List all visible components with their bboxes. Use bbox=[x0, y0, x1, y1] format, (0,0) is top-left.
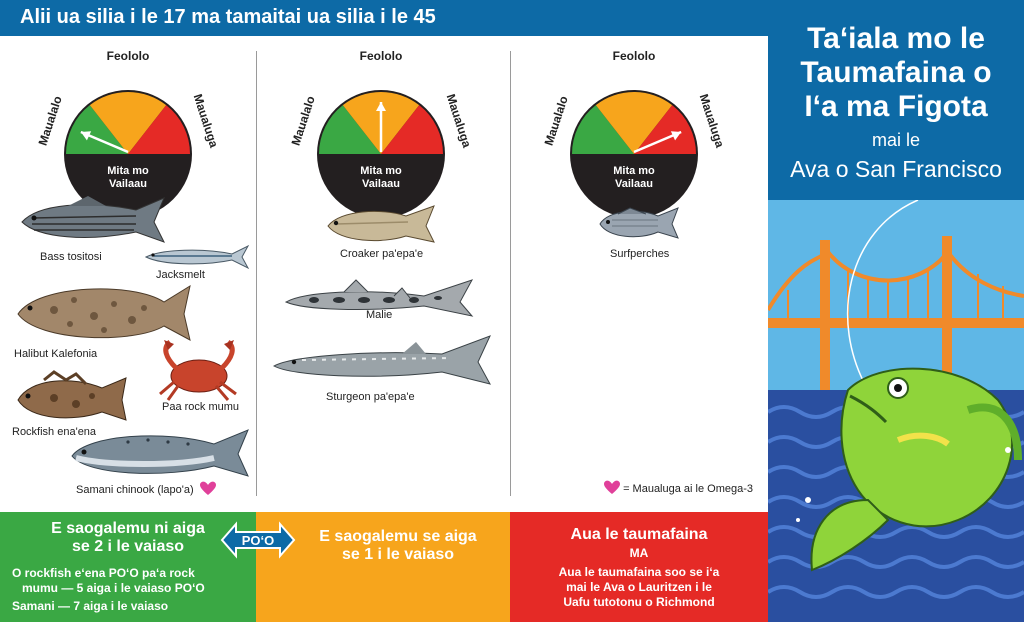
fish-label: Sturgeon pa'epa'e bbox=[326, 391, 415, 403]
gauge-label-high: Maualuga bbox=[191, 92, 222, 149]
gauge-label-high: Maualuga bbox=[444, 92, 475, 149]
or-label: PO‘O bbox=[242, 533, 275, 548]
panel-subtitle-small: mai le bbox=[871, 130, 920, 150]
gauge-zone-medium bbox=[595, 92, 673, 154]
omega-3-heart-icon bbox=[604, 480, 620, 494]
jacksmelt-image bbox=[144, 244, 250, 270]
panel-title-line: I‘a ma Figota bbox=[804, 90, 988, 123]
panel-title-line: Ta‘iala mo le bbox=[807, 22, 985, 55]
panel-subtitle: Ava o San Francisco bbox=[790, 156, 1002, 182]
gauge-zone-high bbox=[381, 105, 443, 154]
california-halibut-image bbox=[17, 284, 191, 341]
gauge-zone-high bbox=[128, 105, 190, 154]
omega-3-legend-text: = Maualuga ai le Omega-3 bbox=[623, 483, 753, 495]
gauge-label-medium: Feololo bbox=[360, 49, 403, 63]
column-divider bbox=[256, 51, 257, 496]
omega-3-heart-icon bbox=[200, 481, 216, 495]
advice-note: Aua le taumafaina soo se i‘a mai le Ava … bbox=[558, 565, 720, 609]
gauge-zone-high bbox=[634, 105, 696, 154]
gauge-zone-low bbox=[319, 105, 381, 154]
fish-chart-area: Mita mo Vailaau Feololo Maualalo Maualuga Mi… bbox=[0, 36, 768, 512]
gauge-label-low: Maualalo bbox=[36, 94, 65, 147]
white-sturgeon-image bbox=[272, 335, 491, 385]
fish-label: Paa rock mumu bbox=[162, 401, 240, 413]
fish-label: Halibut Kalefonia bbox=[14, 348, 98, 360]
gauge-center-label: Vailaau bbox=[109, 178, 147, 190]
panel-title-line: Taumafaina o bbox=[800, 56, 992, 89]
gauge-needle-head bbox=[376, 102, 386, 111]
brown-rockfish-image bbox=[17, 370, 127, 421]
advice-band-do-not-eat: Aua le taumafaina MA Aua le taumafaina s… bbox=[510, 512, 768, 622]
omega-3-legend: = Maualuga ai le Omega-3 bbox=[604, 480, 753, 495]
advice-heading: Aua le taumafaina bbox=[570, 526, 708, 543]
fish-label: Malie bbox=[366, 309, 393, 321]
gauge-center-label: Vailaau bbox=[615, 178, 653, 190]
advice-note: O rockfish e‘ena PO‘O pa‘a rock mumu — 5… bbox=[12, 566, 205, 613]
red-rock-crab-image bbox=[159, 340, 237, 401]
gauge-center-label: Mita mo bbox=[613, 165, 655, 177]
advice-and: MA bbox=[629, 546, 649, 560]
column-divider bbox=[510, 51, 511, 496]
gauge-label-medium: Feololo bbox=[613, 49, 656, 63]
leopard-shark-image bbox=[284, 279, 474, 317]
audience-banner: Alii ua silia i le 17 ma tamaitai ua sil… bbox=[0, 0, 768, 36]
advice-heading: E saogalemu se aiga se 1 i le vaiaso bbox=[319, 528, 477, 563]
gauge-label-low: Maualalo bbox=[289, 94, 318, 147]
or-arrow-icon: PO‘O bbox=[220, 521, 296, 559]
gauge-zone-low bbox=[66, 105, 128, 154]
gauge-zone-medium bbox=[89, 92, 167, 154]
gauge-zone-low bbox=[572, 105, 634, 154]
fish-label: Jacksmelt bbox=[156, 269, 205, 281]
fish-label: Surfperches bbox=[610, 248, 670, 260]
audience-text: Alii ua silia i le 17 ma tamaitai ua sil… bbox=[20, 6, 436, 28]
advice-heading: E saogalemu ni aiga se 2 i le vaiaso bbox=[51, 520, 205, 555]
gauge-center-label: Mita mo bbox=[360, 165, 402, 177]
fish-label: Samani chinook (lapo'a) bbox=[76, 484, 194, 496]
advice-band-one-meal: E saogalemu se aiga se 1 i le vaiaso bbox=[256, 512, 510, 622]
gauge-label-low: Maualalo bbox=[542, 94, 571, 147]
gauge-center-label: Vailaau bbox=[362, 178, 400, 190]
gauge-needle-head bbox=[80, 131, 92, 141]
chinook-salmon-image bbox=[71, 429, 249, 477]
gauge-needle-head bbox=[670, 131, 682, 141]
bay-bridge-fish-illustration bbox=[768, 200, 1024, 622]
gauge-label-medium: Feololo bbox=[107, 49, 150, 63]
white-croaker-image bbox=[327, 205, 435, 243]
title-panel: Ta‘iala mo le Taumafaina o I‘a ma Figota… bbox=[768, 0, 1024, 622]
striped-bass-image bbox=[21, 196, 166, 243]
fish-label: Bass tositosi bbox=[40, 251, 102, 263]
fish-label: Croaker pa'epa'e bbox=[340, 248, 424, 260]
fish-label: Rockfish ena'ena bbox=[12, 426, 97, 438]
gauge-label-high: Maualuga bbox=[697, 92, 728, 149]
surfperch-image bbox=[599, 207, 679, 239]
advice-band-two-meals: E saogalemu ni aiga se 2 i le vaiaso O r… bbox=[0, 512, 256, 622]
gauge-center-label: Mita mo bbox=[107, 165, 149, 177]
